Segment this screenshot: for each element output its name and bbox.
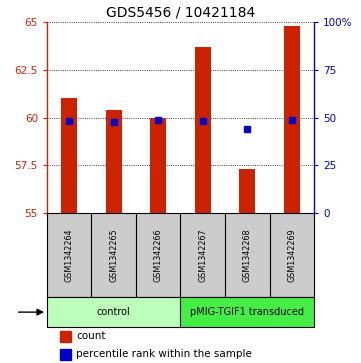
Text: GSM1342266: GSM1342266	[154, 228, 163, 282]
Title: GDS5456 / 10421184: GDS5456 / 10421184	[106, 5, 255, 19]
Bar	[195, 47, 210, 213]
Bar	[284, 26, 300, 213]
Bar	[180, 297, 314, 327]
Bar	[239, 169, 255, 213]
Bar	[61, 98, 77, 213]
Text: count: count	[76, 331, 106, 342]
Text: control: control	[97, 307, 131, 317]
Text: GSM1342265: GSM1342265	[109, 228, 118, 282]
Text: percentile rank within the sample: percentile rank within the sample	[76, 349, 252, 359]
Text: GSM1342264: GSM1342264	[65, 228, 74, 282]
Text: pMIG-TGIF1 transduced: pMIG-TGIF1 transduced	[190, 307, 304, 317]
Bar	[60, 331, 71, 342]
Bar	[106, 110, 122, 213]
Bar	[47, 297, 180, 327]
Bar	[151, 118, 166, 213]
Bar	[60, 348, 71, 360]
Text: GSM1342268: GSM1342268	[243, 228, 252, 282]
Text: GSM1342267: GSM1342267	[198, 228, 207, 282]
Text: GSM1342269: GSM1342269	[287, 228, 296, 282]
